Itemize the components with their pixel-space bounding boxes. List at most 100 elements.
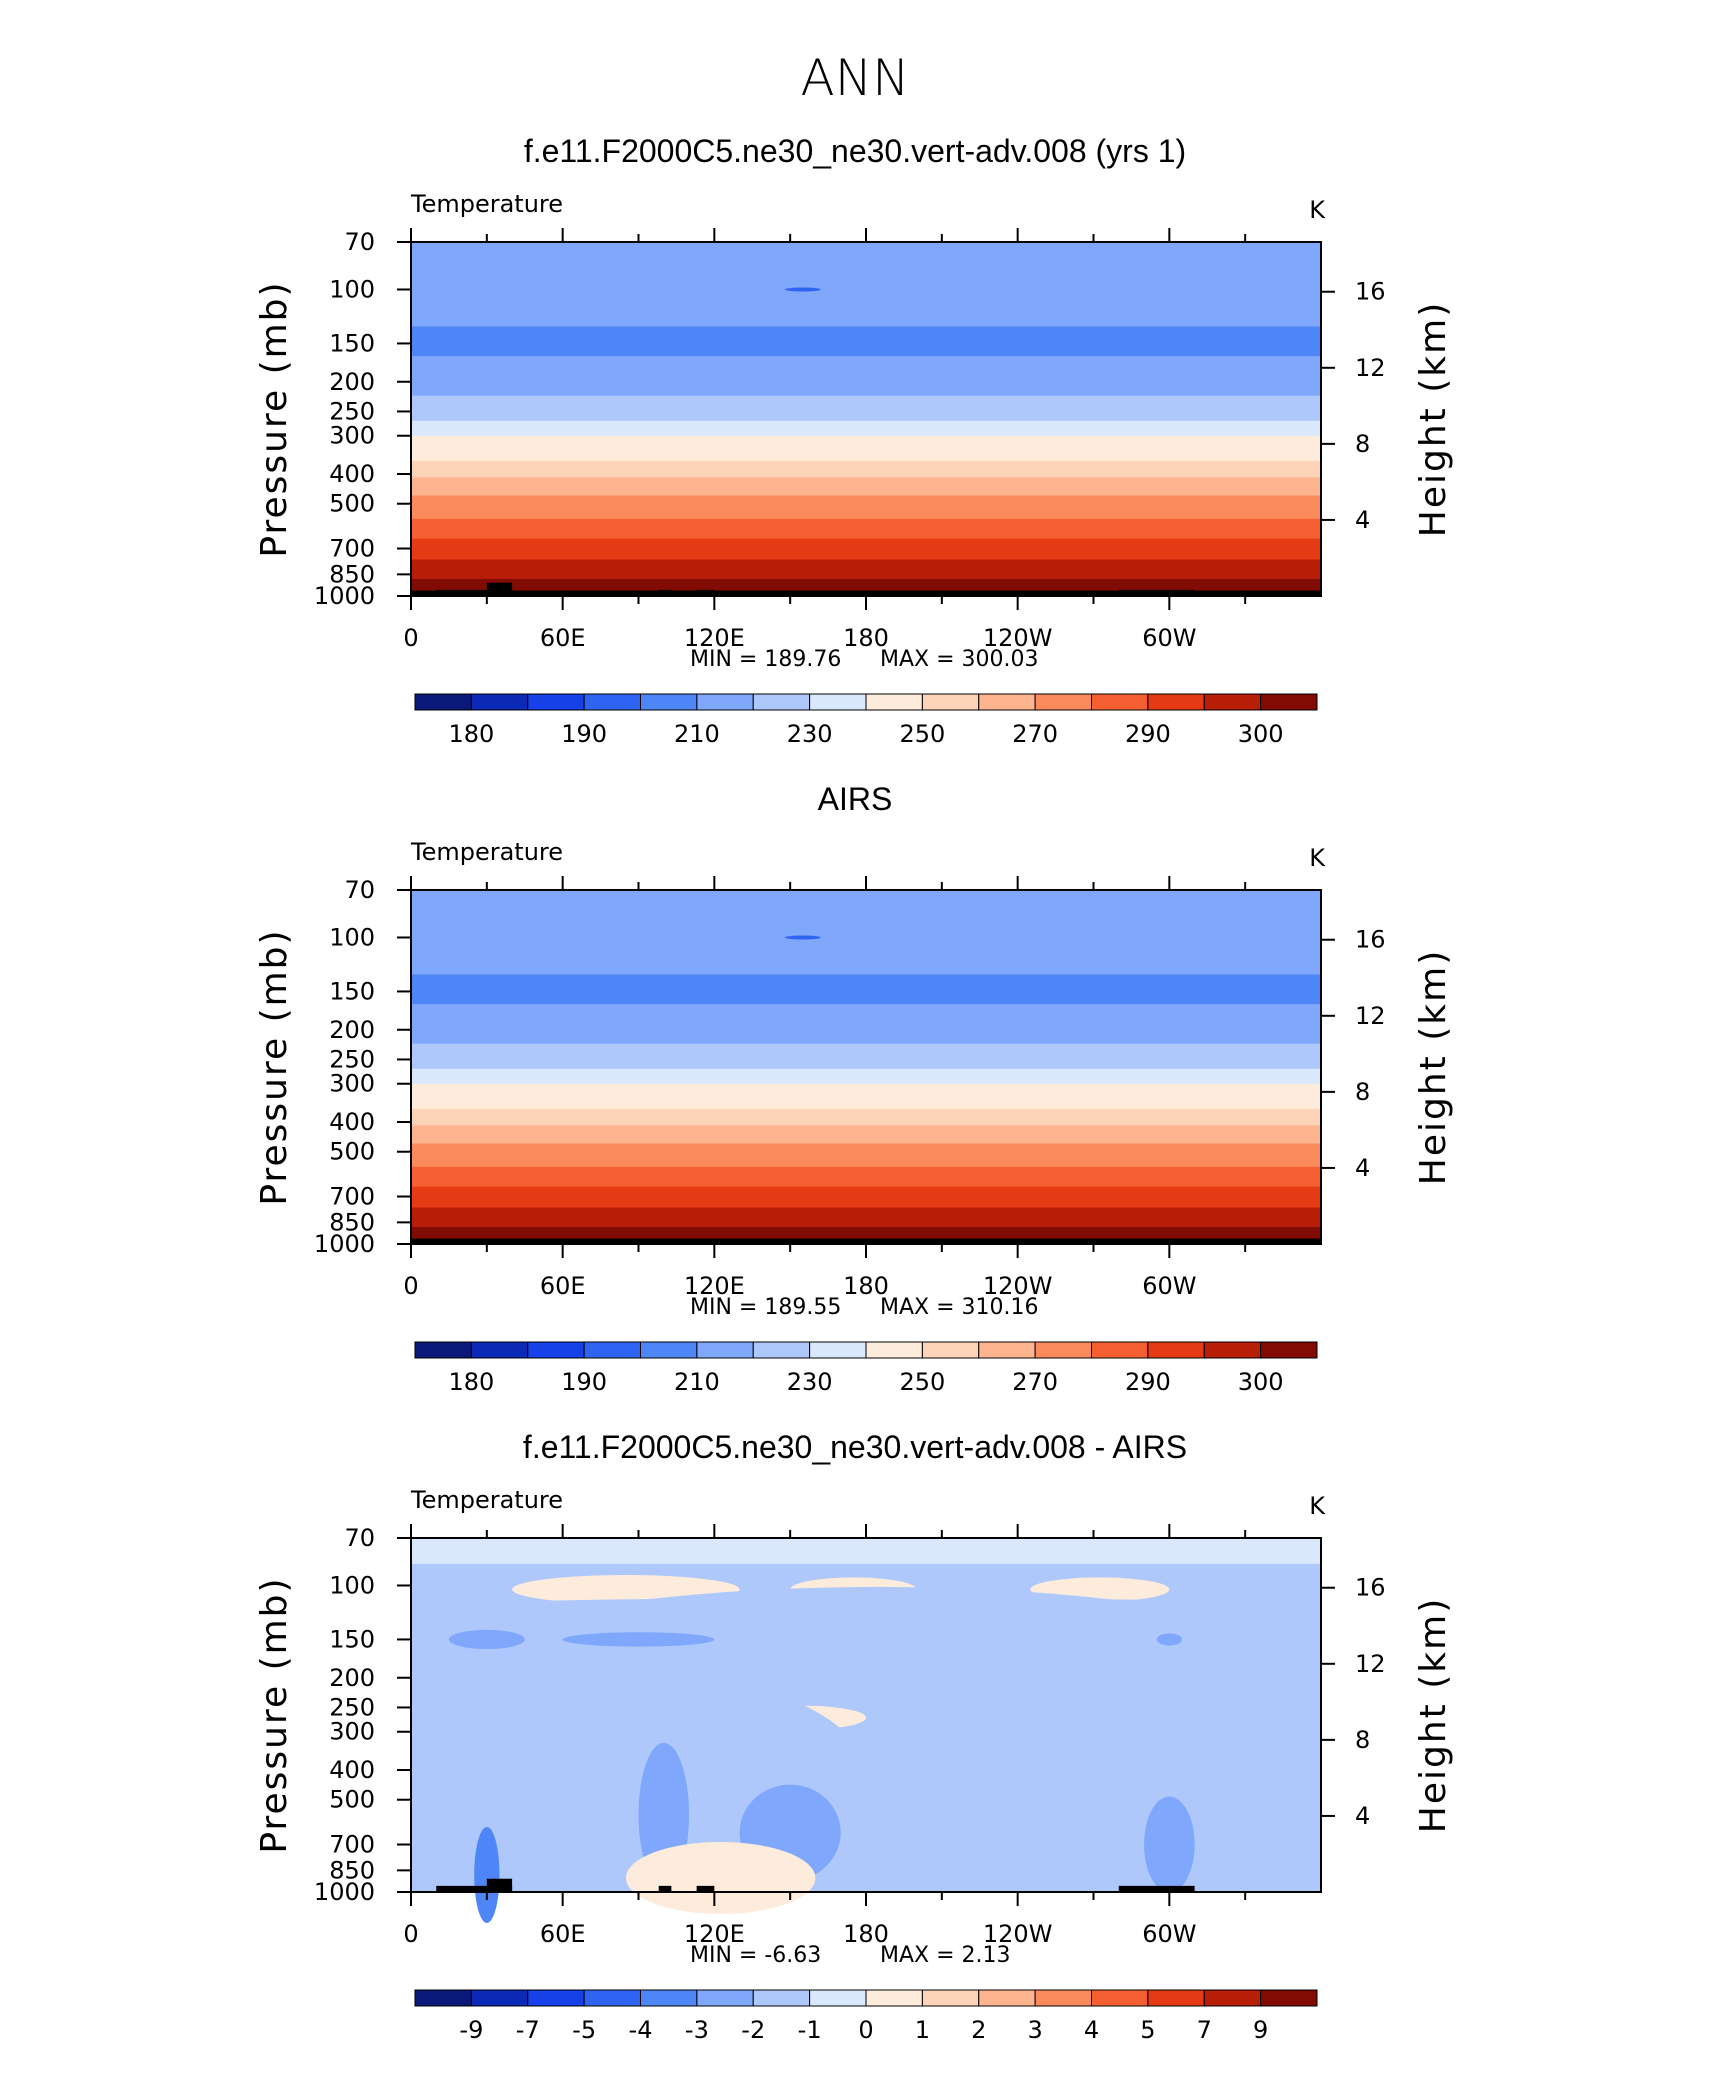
- contour-band: [411, 1143, 1321, 1168]
- colorbar-label: 250: [899, 1368, 945, 1396]
- colorbar-box: [1260, 1989, 1318, 2007]
- contour-band: [411, 242, 1321, 327]
- contour-band: [411, 1538, 1321, 1565]
- contour-band: [411, 420, 1321, 437]
- panel-3: f.e11.F2000C5.ne30_ne30.vert-adv.008 - A…: [254, 1429, 1454, 2044]
- terrain-block: [696, 1885, 715, 1892]
- terrain-block: [436, 589, 513, 596]
- y-tick-label: 70: [344, 876, 375, 904]
- x-tick-label: 180: [843, 1920, 889, 1948]
- colorbar-box: [865, 1341, 923, 1359]
- colorbar-box: [696, 1989, 754, 2007]
- contour-band: [411, 590, 1321, 597]
- difference-patch: [474, 1826, 500, 1923]
- colorbar-label: -5: [572, 2016, 596, 2044]
- y-tick-label: 700: [329, 535, 375, 563]
- terrain-block: [696, 589, 715, 596]
- contour-band: [411, 1043, 1321, 1070]
- terrain: [436, 582, 1195, 596]
- x-tick-label: 120E: [684, 1920, 745, 1948]
- units-label: K: [1309, 1492, 1326, 1520]
- colorbar-box: [1147, 693, 1205, 711]
- colorbar-label: 210: [674, 720, 720, 748]
- min-label: MIN = 189.76: [690, 647, 841, 672]
- colorbar-box: [696, 693, 754, 711]
- max-label: MAX = 2.13: [880, 1943, 1011, 1968]
- y-tick-label: 250: [329, 397, 375, 425]
- y-tick-label: 1000: [314, 582, 375, 610]
- colorbar-label: -9: [459, 2016, 483, 2044]
- y-tick-label: 500: [329, 490, 375, 518]
- y-tick-label: 250: [329, 1045, 375, 1073]
- y-tick-label: 200: [329, 1016, 375, 1044]
- difference-patch: [1144, 1796, 1195, 1893]
- max-label: MAX = 300.03: [880, 647, 1039, 672]
- contour-band: [411, 578, 1321, 592]
- y-right-tick-label: 16: [1355, 926, 1386, 954]
- x-tick-label: 60E: [540, 1920, 586, 1948]
- colorbar-box: [921, 693, 980, 711]
- colorbar-box: [1147, 1341, 1205, 1359]
- colorbar-box: [583, 1989, 641, 2007]
- contour-band: [411, 1238, 1321, 1245]
- y-tick-label: 150: [329, 977, 375, 1005]
- colorbar-box: [583, 693, 641, 711]
- y-tick-label: 70: [344, 1524, 375, 1552]
- y-tick-label: 1000: [314, 1878, 375, 1906]
- variable-label: Temperature: [410, 190, 563, 218]
- colorbar-box: [1203, 693, 1262, 711]
- contour-band: [411, 1207, 1321, 1228]
- colorbar-box: [696, 1341, 754, 1359]
- terrain-block: [486, 1878, 513, 1892]
- x-tick-label: 120W: [983, 1272, 1053, 1300]
- colorbar-box: [1203, 1341, 1262, 1359]
- colorbar-box: [1147, 1989, 1205, 2007]
- colorbar-box: [640, 1989, 698, 2007]
- y-right-tick-label: 12: [1355, 354, 1386, 382]
- x-tick-label: 0: [403, 1920, 418, 1948]
- colorbar-label: -4: [629, 2016, 653, 2044]
- colorbar-label: 210: [674, 1368, 720, 1396]
- colorbar-label: 300: [1238, 1368, 1284, 1396]
- colorbar-box: [978, 693, 1036, 711]
- colorbar-label: 3: [1027, 2016, 1042, 2044]
- colorbar-box: [921, 1341, 980, 1359]
- colorbar-box: [527, 1341, 585, 1359]
- terrain-block: [1118, 1885, 1195, 1892]
- y-tick-label: 300: [329, 422, 375, 450]
- colorbar-box: [1260, 693, 1318, 711]
- contour-band: [411, 460, 1321, 478]
- contour-band: [411, 477, 1321, 496]
- y-right-tick-label: 12: [1355, 1650, 1386, 1678]
- colorbar-box: [527, 693, 585, 711]
- colorbar-label: 2: [971, 2016, 986, 2044]
- contour-band: [411, 518, 1321, 540]
- y-tick-label: 250: [329, 1693, 375, 1721]
- y-tick-label: 200: [329, 368, 375, 396]
- x-tick-label: 180: [843, 1272, 889, 1300]
- y-tick-label: 850: [329, 1208, 375, 1236]
- contour-band: [411, 1108, 1321, 1126]
- colorbar-label: 0: [858, 2016, 873, 2044]
- colorbar-label: 270: [1012, 1368, 1058, 1396]
- y-tick-label: 850: [329, 1856, 375, 1884]
- y-right-tick-label: 8: [1355, 1726, 1370, 1754]
- colorbar-label: 5: [1140, 2016, 1155, 2044]
- colorbar-box: [640, 1341, 698, 1359]
- colorbar-box: [1260, 1341, 1318, 1359]
- contour-band: [411, 559, 1321, 580]
- colorbar-label: -1: [798, 2016, 822, 2044]
- y-right-tick-label: 16: [1355, 278, 1386, 306]
- contour-band: [411, 1226, 1321, 1240]
- colorbar-box: [752, 1341, 811, 1359]
- y-tick-label: 850: [329, 560, 375, 588]
- colorbar-label: 300: [1238, 720, 1284, 748]
- terrain-block: [1118, 589, 1195, 596]
- colorbar: 180 190 210 230 250 270 290 300: [414, 1341, 1318, 1396]
- units-label: K: [1309, 196, 1326, 224]
- contour-band: [411, 495, 1321, 520]
- colorbar-box: [1034, 1341, 1092, 1359]
- panel-2: AIRS Temperature K 0 60E 120E 180 120W 60W 70 100 1…: [254, 781, 1454, 1396]
- colorbar-box: [1034, 1989, 1092, 2007]
- x-tick-label: 60W: [1142, 624, 1196, 652]
